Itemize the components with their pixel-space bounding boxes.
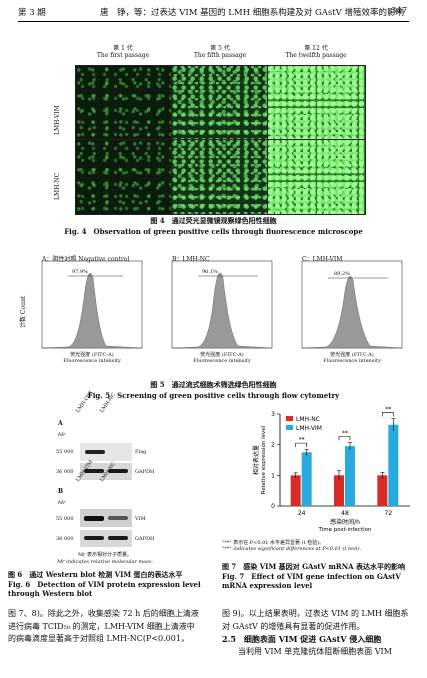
fig6-label-vim: VIM bbox=[135, 516, 146, 522]
fig7-caption-cn: 图 7 感染 VIM 基因对 GAstV mRNA 表达水平的影响 bbox=[222, 562, 406, 571]
fig6-marker-a2: 36 000 bbox=[56, 469, 74, 475]
legend-label-lmh-nc: LMH-NC bbox=[296, 416, 320, 423]
fig6-label-gapdh-a: GAPDH bbox=[135, 469, 155, 475]
issue-number: 第 3 期 bbox=[18, 8, 46, 18]
x-axis-label-cn: 感染时间/h bbox=[330, 518, 360, 526]
fig6-caption-en: Fig. 6 Detection of VIM protein expressi… bbox=[8, 580, 201, 598]
fig5-caption-en: Fig. 5 Screening of green positive cells… bbox=[87, 391, 340, 400]
y-tick-label: 1 bbox=[271, 472, 275, 479]
y-axis-label-en: Relative expression level bbox=[261, 425, 267, 494]
header-rule bbox=[18, 21, 409, 22]
legend-swatch-lmh-vim bbox=[286, 425, 293, 430]
fig6-panel-a-label: A bbox=[58, 420, 63, 427]
fig5-panel-b bbox=[171, 260, 273, 349]
fig6-panel-b-label: B bbox=[58, 488, 64, 495]
blot-flag bbox=[80, 443, 132, 461]
fig7-notes: "**" 表示在 P<0.01 水平差异显著 (t 检验)。 "**" indi… bbox=[222, 540, 362, 552]
fig7-caption-en: Fig. 7 Effect of VIM gene infection on G… bbox=[222, 572, 401, 590]
fig4-col-title-1: 第 1 代 The first passage bbox=[96, 45, 150, 59]
y-tick-label: 0 bbox=[271, 503, 275, 510]
fig4-col-title-2: 第 5 代 The fifth passage bbox=[193, 45, 247, 59]
running-title: 唐 铮，等：过表达 VIM 基因的 LMH 细胞系构建及对 GAstV 增殖效率… bbox=[100, 8, 405, 18]
significance-mark: ** bbox=[299, 437, 305, 444]
legend-label-lmh-vim: LMH-VIM bbox=[296, 425, 322, 432]
fig5-title-b: B：LMH-NC bbox=[172, 256, 210, 263]
legend-swatch-lmh-nc bbox=[286, 416, 293, 421]
blot-gapdh-b bbox=[80, 530, 132, 547]
x-tick-label: 48 bbox=[341, 510, 349, 517]
fig5-pct-b: 96.1% bbox=[202, 269, 218, 275]
fig6-marker-a1: 55 000 bbox=[56, 449, 74, 455]
micrograph-nc-p12 bbox=[267, 139, 366, 215]
page-number: 347 bbox=[391, 6, 408, 16]
x-axis-label-en: Time post-infection bbox=[318, 527, 372, 533]
fig6-marker-b1: 55 000 bbox=[56, 516, 74, 522]
fig7-chart: 0 1 2 3 相对表达量 Relative expression level ** 24 **… bbox=[252, 406, 410, 533]
fig6-marker-b2: 36 000 bbox=[56, 536, 74, 542]
significance-bracket bbox=[338, 436, 351, 441]
fig6-label-flag: Flag bbox=[135, 449, 147, 455]
significance-mark: ** bbox=[385, 406, 391, 413]
micrograph-vim-p1 bbox=[75, 65, 173, 141]
bar-lmh-vim-48 bbox=[345, 446, 355, 506]
fig6-label-gapdh-b: GAPDH bbox=[135, 536, 155, 542]
significance-bracket bbox=[382, 412, 394, 417]
fig5-caption-cn: 图 5 通过流式细胞术筛选绿色阳性细胞 bbox=[150, 380, 277, 389]
fig4-caption-en: Fig. 4 Observation of green positive cel… bbox=[64, 227, 363, 236]
x-tick-label: 24 bbox=[298, 510, 306, 517]
blot-gapdh-a bbox=[80, 463, 132, 480]
y-tick-label: 3 bbox=[271, 411, 275, 418]
y-tick-label: 2 bbox=[271, 442, 275, 449]
fig5-xlabel-c: 荧光强度 (FITC-A) Fluorescence intensity bbox=[323, 352, 381, 364]
fig6-caption-cn: 图 6 通过 Western blot 检测 VIM 蛋白的表达水平 bbox=[8, 570, 183, 579]
fig4-col-title-3: 第 12 代 The twelfth passage bbox=[285, 45, 347, 59]
fig6-mr-b: Mr bbox=[58, 500, 66, 506]
micrograph-vim-p12 bbox=[267, 65, 366, 141]
micrograph-nc-p5 bbox=[171, 139, 269, 215]
fig5-flow-panels bbox=[28, 248, 418, 378]
fig4-row-label-nc: LMH-NC bbox=[54, 172, 61, 200]
fig5-pct-c: 89.2% bbox=[334, 271, 350, 277]
fig5-title-c: C：LMH-VIM bbox=[302, 256, 343, 263]
body-right-column: 图 9)。以上结果表明，过表达 VIM 的 LMH 细胞系 对 GAstV 的增… bbox=[222, 608, 422, 658]
micrograph-nc-p1 bbox=[75, 139, 173, 215]
bar-lmh-vim-72 bbox=[388, 424, 399, 506]
bar-lmh-nc-24 bbox=[290, 475, 301, 506]
blot-vim bbox=[80, 509, 132, 527]
significance-mark: ** bbox=[342, 430, 348, 437]
fig5-xlabel-b: 荧光强度 (FITC-A) Fluorescence intensity bbox=[193, 352, 251, 364]
micrograph-vim-p5 bbox=[171, 65, 269, 141]
fig4-caption-cn: 图 4 通过荧光显微镜观察绿色阳性细胞 bbox=[150, 216, 277, 225]
fig6-note-cn: Mr 表示相对分子质量。 bbox=[77, 552, 133, 558]
x-tick-label: 72 bbox=[385, 510, 393, 517]
bar-lmh-nc-72 bbox=[377, 475, 388, 506]
fig6-mr-a: Mr bbox=[58, 432, 66, 438]
fig6-note-en: Mr indicates relative molecular mass. bbox=[57, 559, 153, 565]
bar-lmh-nc-48 bbox=[334, 475, 344, 506]
fig5-panel-a bbox=[41, 260, 143, 349]
fig5-histograms bbox=[41, 260, 403, 349]
significance-bracket bbox=[295, 442, 307, 448]
bar-lmh-vim-24 bbox=[301, 452, 312, 506]
fig4-row-label-vim: LMH-VIM bbox=[54, 105, 61, 135]
fig5-panel-c bbox=[301, 260, 403, 349]
body-left-column: 图 7、8)。除此之外，收集感染 72 h 后的细胞上清液 进行病毒 TCID₅… bbox=[8, 609, 199, 643]
fig5-pct-a: 97.9% bbox=[72, 269, 88, 275]
section-heading: 2.5 细胞表面 VIM 促进 GAstV 侵入细胞 bbox=[222, 634, 382, 644]
fig5-xlabel-a: 荧光强度 (FITC-A) Fluorescence intensity bbox=[63, 352, 121, 364]
y-axis-label-cn: 相对表达量 bbox=[252, 445, 260, 475]
fig5-title-a: A：阴性对照 Negative control bbox=[42, 256, 130, 263]
